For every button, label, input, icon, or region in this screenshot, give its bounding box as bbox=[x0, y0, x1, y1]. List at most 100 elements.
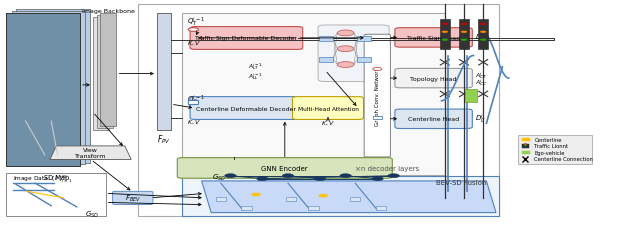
Bar bbox=[522, 151, 530, 154]
FancyBboxPatch shape bbox=[395, 69, 472, 88]
Text: BEV-SD Fusion: BEV-SD Fusion bbox=[436, 179, 486, 185]
Circle shape bbox=[225, 174, 236, 178]
Text: $D^i_T$: $D^i_T$ bbox=[475, 32, 486, 45]
Bar bbox=[522, 144, 529, 148]
Text: $D^i_C$: $D^i_C$ bbox=[475, 113, 486, 126]
Bar bbox=[308, 206, 319, 210]
Text: Image Backbone: Image Backbone bbox=[83, 9, 135, 13]
Circle shape bbox=[252, 193, 260, 196]
Text: $Q_C^{i-1}$: $Q_C^{i-1}$ bbox=[187, 94, 205, 107]
Polygon shape bbox=[202, 181, 496, 213]
Circle shape bbox=[461, 24, 467, 26]
Circle shape bbox=[461, 39, 467, 42]
FancyBboxPatch shape bbox=[395, 110, 472, 129]
Polygon shape bbox=[50, 146, 131, 160]
Text: $F_{PV}$: $F_{PV}$ bbox=[157, 133, 171, 146]
FancyBboxPatch shape bbox=[395, 29, 472, 48]
Bar bbox=[522, 139, 530, 142]
Circle shape bbox=[314, 177, 326, 181]
FancyBboxPatch shape bbox=[318, 26, 389, 82]
Text: SD Map: SD Map bbox=[44, 174, 69, 180]
Text: $K, V$: $K, V$ bbox=[321, 119, 335, 126]
Bar bbox=[16, 10, 90, 163]
Circle shape bbox=[188, 29, 198, 32]
Circle shape bbox=[340, 174, 351, 178]
Bar bbox=[97, 16, 113, 129]
Bar bbox=[357, 57, 371, 62]
Text: $F_{BEV}$: $F_{BEV}$ bbox=[125, 193, 141, 203]
Bar bbox=[100, 14, 116, 127]
Text: Topology Head: Topology Head bbox=[410, 76, 457, 81]
Bar bbox=[12, 12, 85, 165]
Circle shape bbox=[442, 39, 448, 42]
Text: ×n decoder layers: ×n decoder layers bbox=[355, 165, 419, 171]
Circle shape bbox=[442, 32, 448, 34]
Bar bbox=[182, 14, 445, 176]
Text: $K, V$: $K, V$ bbox=[187, 39, 201, 47]
Text: Ego-vehicle: Ego-vehicle bbox=[534, 150, 565, 155]
Text: Traffic Sign Head: Traffic Sign Head bbox=[407, 36, 460, 41]
FancyBboxPatch shape bbox=[113, 191, 153, 205]
Text: $G_{SD}$: $G_{SD}$ bbox=[85, 209, 99, 219]
Bar bbox=[241, 206, 252, 210]
Circle shape bbox=[372, 68, 381, 71]
Bar bbox=[319, 57, 333, 62]
Circle shape bbox=[388, 174, 399, 178]
Bar bbox=[6, 173, 106, 216]
Circle shape bbox=[524, 144, 527, 145]
Bar bbox=[6, 14, 80, 166]
Text: $A^i_{CC}$: $A^i_{CC}$ bbox=[475, 76, 488, 87]
Text: $A_{LL}^{i-1}$: $A_{LL}^{i-1}$ bbox=[248, 71, 264, 82]
Bar bbox=[93, 18, 109, 130]
Circle shape bbox=[282, 174, 294, 178]
Text: Centerline Deformable Decoder: Centerline Deformable Decoder bbox=[196, 106, 296, 111]
Text: Traffic Sign Deformable Decoder: Traffic Sign Deformable Decoder bbox=[195, 36, 298, 41]
Text: Centerline Connection: Centerline Connection bbox=[534, 156, 593, 161]
Bar bbox=[440, 20, 450, 50]
Bar bbox=[478, 20, 488, 50]
Circle shape bbox=[319, 194, 328, 197]
Text: $A_{LT}^{i-1}$: $A_{LT}^{i-1}$ bbox=[248, 61, 264, 72]
Text: GNN Encoder: GNN Encoder bbox=[262, 165, 308, 171]
Circle shape bbox=[372, 177, 383, 181]
Circle shape bbox=[480, 39, 486, 42]
Text: Traffic Lionnt: Traffic Lionnt bbox=[534, 144, 568, 149]
Bar bbox=[465, 90, 477, 102]
Bar bbox=[188, 101, 198, 105]
Circle shape bbox=[337, 62, 354, 68]
Circle shape bbox=[337, 31, 354, 37]
Bar bbox=[372, 116, 381, 119]
Text: $A^i_{CT}$: $A^i_{CT}$ bbox=[475, 70, 488, 81]
Text: $G_{SD}$: $G_{SD}$ bbox=[212, 171, 227, 182]
Text: Multi-Head Attention: Multi-Head Attention bbox=[298, 106, 358, 111]
Bar bbox=[157, 14, 171, 130]
Bar bbox=[6, 14, 80, 166]
Bar bbox=[376, 206, 386, 210]
Circle shape bbox=[442, 24, 448, 26]
Text: Centerline: Centerline bbox=[534, 137, 562, 142]
FancyBboxPatch shape bbox=[364, 35, 390, 157]
Bar bbox=[319, 37, 333, 42]
Bar bbox=[286, 197, 296, 201]
FancyBboxPatch shape bbox=[292, 97, 364, 120]
FancyBboxPatch shape bbox=[177, 158, 392, 178]
Text: Centerline Head: Centerline Head bbox=[408, 117, 459, 122]
Circle shape bbox=[524, 145, 527, 146]
Text: View
Transform: View Transform bbox=[75, 148, 107, 158]
Bar bbox=[138, 4, 499, 216]
Text: Graph Conv. Network: Graph Conv. Network bbox=[375, 67, 380, 125]
Bar bbox=[216, 197, 226, 201]
Text: Image Data: $\{I^i\}_{i=1}^{N_C}$: Image Data: $\{I^i\}_{i=1}^{N_C}$ bbox=[13, 173, 72, 184]
Bar bbox=[350, 197, 360, 201]
Text: $Q_T^{i-1}$: $Q_T^{i-1}$ bbox=[187, 16, 205, 29]
FancyBboxPatch shape bbox=[190, 27, 303, 50]
Circle shape bbox=[480, 24, 486, 26]
Bar bbox=[459, 20, 469, 50]
Circle shape bbox=[480, 32, 486, 34]
Circle shape bbox=[337, 47, 354, 52]
Circle shape bbox=[461, 32, 467, 34]
Bar bbox=[182, 177, 499, 216]
Text: $K, V$: $K, V$ bbox=[187, 118, 201, 125]
Circle shape bbox=[257, 177, 268, 181]
Bar bbox=[357, 37, 371, 42]
